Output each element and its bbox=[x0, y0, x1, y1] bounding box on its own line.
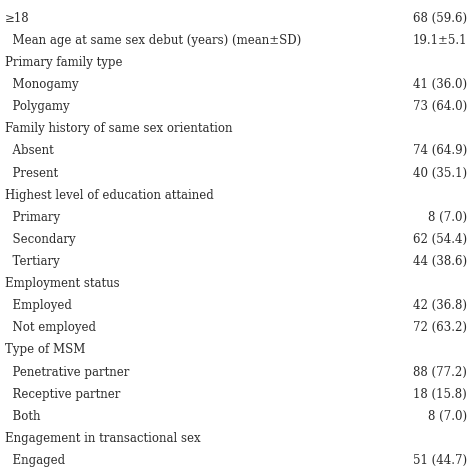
Text: 62 (54.4): 62 (54.4) bbox=[413, 233, 467, 246]
Text: Employment status: Employment status bbox=[5, 277, 119, 290]
Text: 44 (38.6): 44 (38.6) bbox=[413, 255, 467, 268]
Text: Employed: Employed bbox=[5, 299, 72, 312]
Text: Penetrative partner: Penetrative partner bbox=[5, 365, 129, 379]
Text: Type of MSM: Type of MSM bbox=[5, 344, 85, 356]
Text: 72 (63.2): 72 (63.2) bbox=[413, 321, 467, 334]
Text: 88 (77.2): 88 (77.2) bbox=[413, 365, 467, 379]
Text: Primary family type: Primary family type bbox=[5, 56, 122, 69]
Text: Tertiary: Tertiary bbox=[5, 255, 60, 268]
Text: 19.1±5.1: 19.1±5.1 bbox=[412, 34, 467, 47]
Text: Present: Present bbox=[5, 166, 58, 180]
Text: Engaged: Engaged bbox=[5, 454, 65, 467]
Text: 42 (36.8): 42 (36.8) bbox=[413, 299, 467, 312]
Text: Highest level of education attained: Highest level of education attained bbox=[5, 189, 213, 201]
Text: 73 (64.0): 73 (64.0) bbox=[413, 100, 467, 113]
Text: Monogamy: Monogamy bbox=[5, 78, 78, 91]
Text: 18 (15.8): 18 (15.8) bbox=[413, 388, 467, 401]
Text: Mean age at same sex debut (years) (mean±SD): Mean age at same sex debut (years) (mean… bbox=[5, 34, 301, 47]
Text: 51 (44.7): 51 (44.7) bbox=[413, 454, 467, 467]
Text: Engagement in transactional sex: Engagement in transactional sex bbox=[5, 432, 201, 445]
Text: 74 (64.9): 74 (64.9) bbox=[413, 145, 467, 157]
Text: 40 (35.1): 40 (35.1) bbox=[413, 166, 467, 180]
Text: Receptive partner: Receptive partner bbox=[5, 388, 120, 401]
Text: Family history of same sex orientation: Family history of same sex orientation bbox=[5, 122, 232, 135]
Text: ≥18: ≥18 bbox=[5, 12, 29, 25]
Text: Secondary: Secondary bbox=[5, 233, 75, 246]
Text: 41 (36.0): 41 (36.0) bbox=[413, 78, 467, 91]
Text: Absent: Absent bbox=[5, 145, 54, 157]
Text: Primary: Primary bbox=[5, 211, 60, 224]
Text: 8 (7.0): 8 (7.0) bbox=[428, 211, 467, 224]
Text: Both: Both bbox=[5, 410, 40, 423]
Text: 68 (59.6): 68 (59.6) bbox=[413, 12, 467, 25]
Text: 8 (7.0): 8 (7.0) bbox=[428, 410, 467, 423]
Text: Not employed: Not employed bbox=[5, 321, 96, 334]
Text: Polygamy: Polygamy bbox=[5, 100, 69, 113]
